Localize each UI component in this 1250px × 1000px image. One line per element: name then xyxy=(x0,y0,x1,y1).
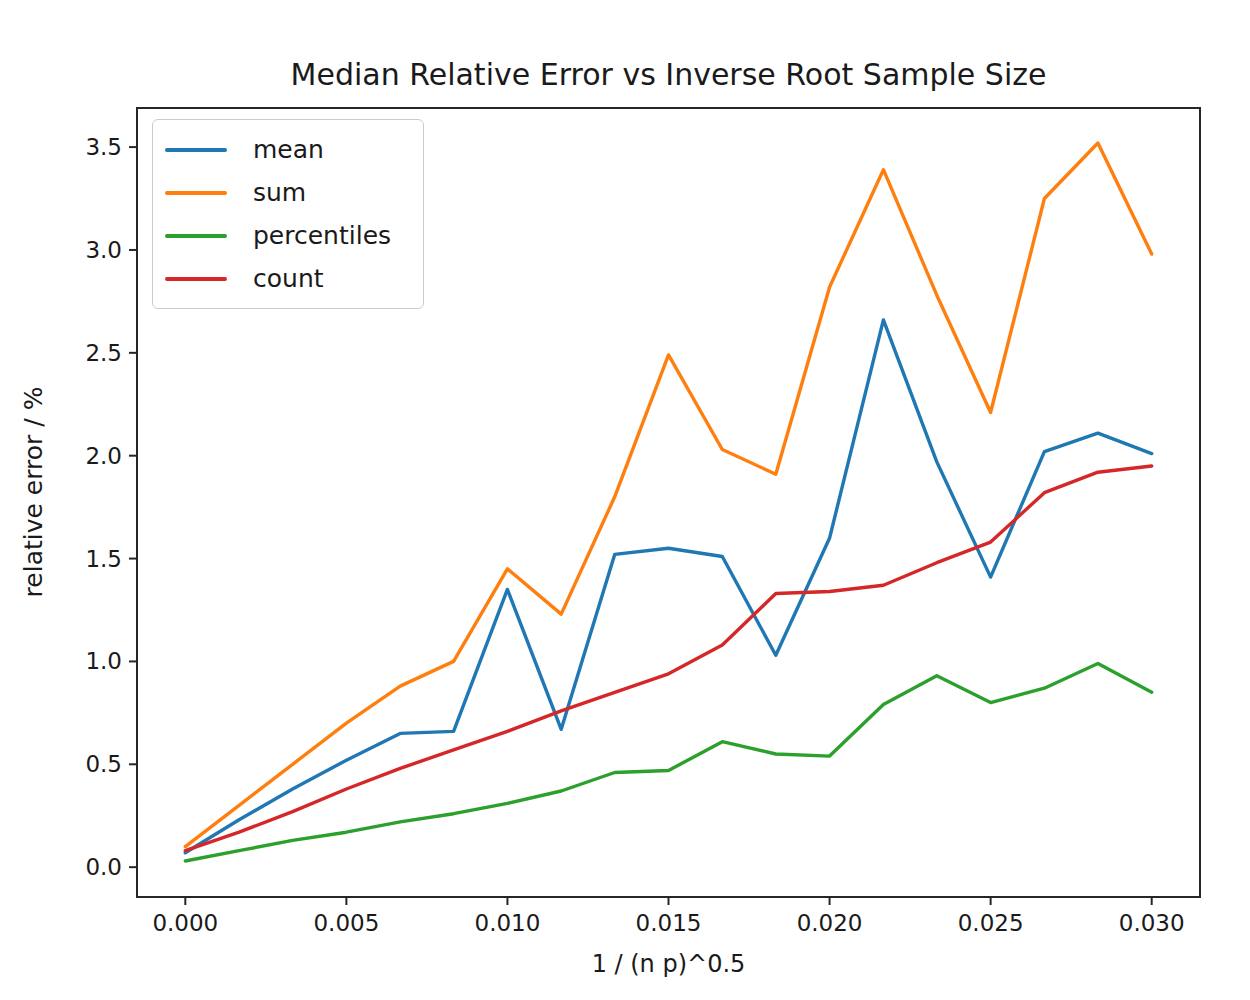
y-tick-label: 0.5 xyxy=(85,751,122,777)
legend-label: percentiles xyxy=(253,221,391,250)
y-tick-label: 1.5 xyxy=(85,546,122,572)
x-tick-label: 0.010 xyxy=(475,910,541,936)
series-line-count xyxy=(185,466,1151,851)
figure: Median Relative Error vs Inverse Root Sa… xyxy=(0,0,1250,1000)
legend-label: count xyxy=(253,264,324,293)
x-tick-label: 0.030 xyxy=(1119,910,1185,936)
y-axis-label: relative error / % xyxy=(19,387,48,598)
y-tick-label: 3.5 xyxy=(85,134,122,160)
x-tick-label: 0.020 xyxy=(797,910,863,936)
series-line-mean xyxy=(185,320,1151,853)
legend-item-mean: mean xyxy=(153,128,423,171)
legend-swatch-sum xyxy=(165,191,227,195)
legend-label: mean xyxy=(253,135,324,164)
y-tick-label: 2.0 xyxy=(85,443,122,469)
series-line-percentiles xyxy=(185,664,1151,862)
legend-item-percentiles: percentiles xyxy=(153,214,423,257)
x-tick-label: 0.015 xyxy=(636,910,702,936)
y-tick-label: 2.5 xyxy=(85,340,122,366)
legend-item-sum: sum xyxy=(153,171,423,214)
x-tick-label: 0.000 xyxy=(152,910,218,936)
x-tick-label: 0.025 xyxy=(958,910,1024,936)
x-axis-label: 1 / (n p)^0.5 xyxy=(137,950,1200,978)
y-tick-label: 0.0 xyxy=(85,854,122,880)
y-tick-label: 3.0 xyxy=(85,237,122,263)
legend-swatch-mean xyxy=(165,148,227,152)
legend-item-count: count xyxy=(153,257,423,300)
legend-swatch-percentiles xyxy=(165,234,227,238)
legend-swatch-count xyxy=(165,277,227,281)
legend: mean sum percentiles count xyxy=(152,119,424,309)
y-tick-label: 1.0 xyxy=(85,648,122,674)
legend-label: sum xyxy=(253,178,306,207)
x-tick-label: 0.005 xyxy=(313,910,379,936)
